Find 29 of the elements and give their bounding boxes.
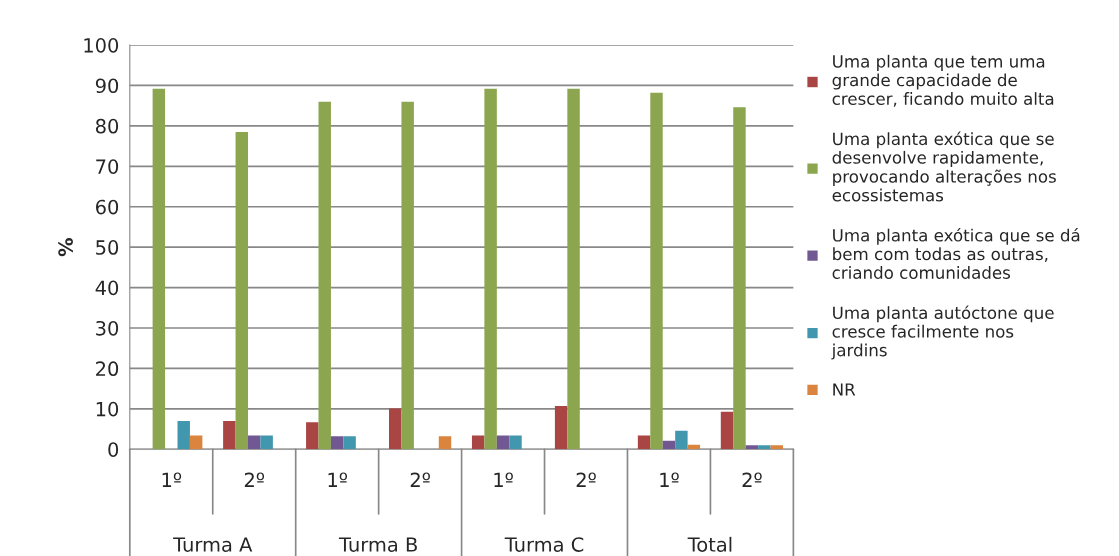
x-tick-label: 1º: [162, 472, 182, 487]
y-tick-label: 20: [96, 361, 119, 377]
y-tick-label: 60: [96, 199, 119, 215]
legend-label: NR: [833, 383, 856, 396]
y-tick-label: 100: [84, 37, 119, 53]
x-tick-label: 1º: [494, 472, 513, 487]
y-tick-label: 30: [96, 320, 119, 336]
y-tick-label: 70: [96, 159, 119, 174]
legend-label: Uma planta exótica que se desenvolve rapidamente, provocando alterações nos ecossistemas: [832, 131, 1056, 202]
y-axis-title: %: [58, 238, 73, 257]
legend-label: Uma planta autóctone que cresce facilmente nos jardins: [831, 305, 1054, 360]
y-tick-label: 50: [96, 240, 119, 255]
text: Total: [687, 536, 732, 552]
legend-label: Uma planta exótica que se dá bem com todas as outras, criando comunidades: [832, 228, 1080, 279]
y-tick-label: 80: [95, 118, 119, 134]
x-tick-label: 2º: [576, 472, 596, 487]
legend-label: Uma planta que tem uma grande capacidade de crescer, ficando muito alta: [832, 54, 1054, 107]
x-tick-label: 2º: [244, 472, 265, 487]
x-tick-label: 1º: [328, 472, 348, 487]
text: Turma A: [173, 537, 253, 552]
text: Turma B: [338, 537, 417, 552]
x-tick-label: 2º: [410, 472, 430, 487]
y-tick-label: 10: [96, 401, 119, 417]
text: Turma C: [504, 537, 584, 552]
x-tick-label: 1º: [660, 472, 679, 487]
y-tick-label: 40: [95, 280, 119, 296]
y-tick-label: 90: [95, 78, 119, 94]
x-tick-label: 2º: [742, 472, 762, 487]
y-tick-label: 0: [108, 442, 119, 457]
